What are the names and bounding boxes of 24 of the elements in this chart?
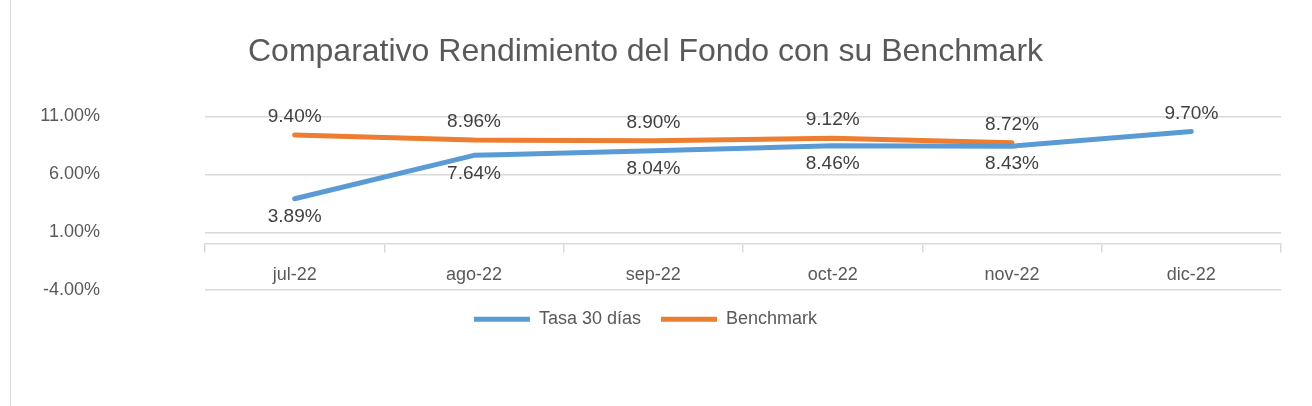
y-tick-label: 11.00% (40, 105, 100, 126)
y-tick-label: 6.00% (48, 163, 100, 184)
legend-label: Tasa 30 días (538, 308, 642, 329)
y-tick-label: -4.00% (42, 279, 100, 300)
x-tick-label: oct-22 (807, 263, 858, 284)
data-label: 9.40% (267, 105, 322, 127)
data-label: 8.04% (626, 156, 681, 178)
data-label: 9.70% (1164, 101, 1219, 123)
x-tick-label: ago-22 (445, 263, 503, 284)
x-tick-label: dic-22 (1166, 263, 1216, 284)
data-label: 8.72% (985, 113, 1040, 135)
data-label: 9.12% (805, 108, 860, 130)
data-label: 8.96% (447, 110, 502, 132)
x-tick-label: nov-22 (984, 263, 1040, 284)
data-label: 7.64% (447, 161, 502, 183)
chart-title: Comparativo Rendimiento del Fondo con su Benchmark (247, 32, 1045, 69)
x-tick-label: jul-22 (271, 263, 317, 284)
data-label: 3.89% (267, 205, 322, 227)
y-tick-label: 1.00% (48, 221, 100, 242)
data-label: 8.43% (985, 152, 1040, 174)
x-tick-label: sep-22 (625, 263, 681, 284)
data-label: 8.90% (626, 110, 681, 132)
legend-label: Benchmark (726, 308, 819, 329)
data-label: 8.46% (805, 152, 860, 174)
